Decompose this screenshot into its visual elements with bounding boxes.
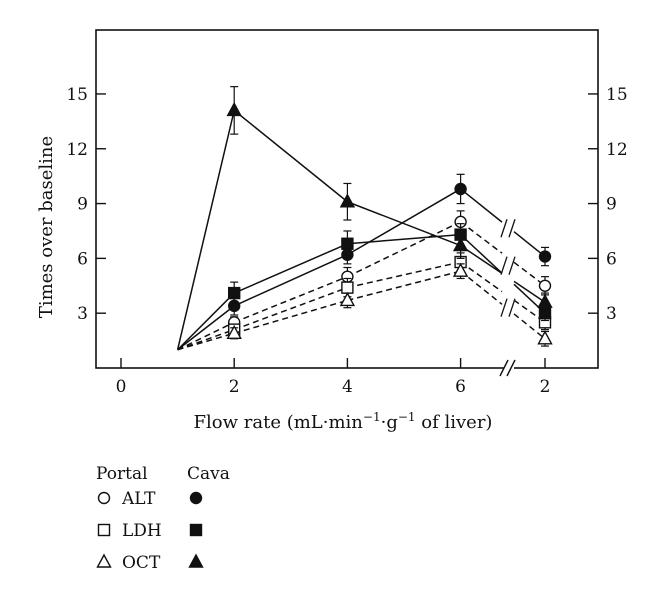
data-point-triangle-filled bbox=[226, 101, 242, 117]
y-tick-label-right: 3 bbox=[606, 304, 617, 324]
series-line-segment bbox=[460, 221, 503, 254]
series-line-segment bbox=[460, 261, 503, 293]
series-2 bbox=[177, 262, 553, 351]
data-point-triangle-open bbox=[226, 324, 242, 339]
y-tick-label-right: 6 bbox=[606, 249, 617, 269]
x-axis-label-sup2: −1 bbox=[398, 410, 416, 424]
series-line-segment bbox=[177, 328, 235, 351]
series-break-mark bbox=[508, 256, 516, 275]
series-line-segment bbox=[233, 243, 348, 294]
x-axis-label-mid: ·g bbox=[381, 412, 398, 433]
y-tick-label-left: 3 bbox=[77, 304, 88, 324]
legend-marker-cava-square bbox=[189, 523, 203, 537]
series-line-segment bbox=[513, 313, 546, 340]
y-tick-label-right: 15 bbox=[606, 85, 628, 105]
series-layer bbox=[176, 86, 553, 351]
data-point-triangle-filled bbox=[537, 293, 553, 308]
data-point-triangle-open bbox=[452, 262, 469, 277]
x-tick-label: 2 bbox=[540, 377, 551, 397]
y-tick-label-left: 12 bbox=[66, 140, 88, 160]
axis-ticks: 3 3 6 6 9 9 12 12 15 15 0 2 4 6 2 bbox=[66, 85, 627, 397]
series-5 bbox=[176, 86, 553, 350]
data-point-circle-filled bbox=[454, 182, 467, 196]
series-line-segment bbox=[460, 234, 503, 274]
series-line-segment bbox=[177, 305, 235, 351]
legend-marker-portal-square bbox=[97, 523, 111, 537]
data-point-square-filled bbox=[341, 237, 354, 250]
y-tick-label-left: 15 bbox=[66, 85, 88, 105]
data-point-square-filled bbox=[227, 286, 241, 300]
axis-break-mark bbox=[499, 359, 509, 377]
series-break-mark bbox=[500, 219, 508, 238]
series-break-mark bbox=[500, 298, 508, 317]
series-break-mark bbox=[500, 256, 508, 275]
series-line-segment bbox=[176, 110, 235, 350]
y-tick-label-right: 9 bbox=[606, 195, 617, 215]
series-line-segment bbox=[347, 201, 461, 247]
series-line-segment bbox=[233, 299, 348, 335]
series-line-segment bbox=[347, 188, 461, 256]
series-line-segment bbox=[460, 270, 503, 305]
series-line-segment bbox=[347, 261, 461, 289]
y-tick-label-right: 12 bbox=[606, 140, 628, 160]
y-tick-label-left: 6 bbox=[77, 249, 88, 269]
series-line-segment bbox=[460, 188, 503, 223]
legend: Portal Cava ALT LDH OCT bbox=[96, 464, 230, 573]
series-line-segment bbox=[177, 292, 235, 351]
legend-header-portal: Portal bbox=[96, 464, 148, 484]
series-break-mark bbox=[508, 219, 516, 238]
series-line-segment bbox=[233, 286, 348, 331]
series-line-segment bbox=[513, 261, 546, 287]
legend-label-oct: OCT bbox=[122, 553, 161, 573]
data-point-triangle-open bbox=[537, 330, 553, 345]
legend-label-ldh: LDH bbox=[122, 521, 162, 541]
x-axis-label-sup1: −1 bbox=[363, 410, 381, 424]
series-line-segment bbox=[177, 321, 235, 351]
x-axis-label: Flow rate (mL·min−1·g−1 of liver) bbox=[194, 410, 493, 433]
data-point-circle-open bbox=[538, 279, 552, 292]
axis-break-mark bbox=[506, 359, 516, 377]
legend-marker-cava-triangle bbox=[188, 553, 204, 568]
series-line-segment bbox=[347, 233, 461, 245]
y-axis-label: Times over baseline bbox=[36, 136, 57, 318]
x-axis-label-post: of liver) bbox=[416, 412, 493, 433]
data-point-triangle-open bbox=[339, 291, 356, 307]
legend-marker-cava-circle bbox=[189, 491, 203, 505]
series-line-segment bbox=[513, 231, 546, 258]
series-line-segment bbox=[347, 221, 461, 278]
series-line-segment bbox=[347, 270, 461, 302]
data-point-triangle-filled bbox=[452, 237, 469, 252]
series-line-segment bbox=[233, 109, 348, 203]
series-break-mark bbox=[508, 298, 516, 317]
series-line-segment bbox=[513, 280, 546, 303]
legend-marker-portal-triangle bbox=[96, 553, 112, 568]
x-tick-label: 2 bbox=[229, 377, 240, 397]
series-line-segment bbox=[233, 275, 348, 324]
x-tick-label: 0 bbox=[116, 377, 127, 397]
legend-label-alt: ALT bbox=[121, 489, 156, 509]
y-tick-label-left: 9 bbox=[77, 195, 88, 215]
data-point-triangle-filled bbox=[339, 193, 356, 208]
data-point-circle-filled bbox=[538, 250, 552, 263]
legend-marker-portal-circle bbox=[97, 491, 111, 505]
series-line-segment bbox=[233, 254, 348, 307]
x-axis-label-pre: Flow rate (mL·min bbox=[194, 412, 364, 433]
axis-break-gap bbox=[504, 358, 514, 378]
data-point-square-open bbox=[341, 281, 354, 294]
x-tick-label: 4 bbox=[342, 377, 353, 397]
x-tick-label: 6 bbox=[455, 377, 466, 397]
legend-header-cava: Cava bbox=[187, 464, 230, 484]
